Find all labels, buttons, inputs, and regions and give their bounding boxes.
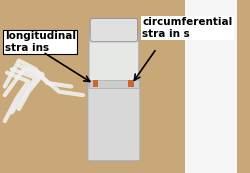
Bar [185, 0, 237, 173]
Text: circumferential
stra in s: circumferential stra in s [142, 17, 233, 39]
Bar [92, 80, 98, 87]
FancyBboxPatch shape [89, 34, 139, 87]
FancyBboxPatch shape [0, 0, 237, 173]
Bar [128, 80, 134, 87]
FancyBboxPatch shape [89, 80, 139, 88]
FancyBboxPatch shape [90, 18, 138, 42]
Text: longitudinal
stra ins: longitudinal stra ins [5, 31, 76, 53]
FancyBboxPatch shape [88, 79, 140, 161]
